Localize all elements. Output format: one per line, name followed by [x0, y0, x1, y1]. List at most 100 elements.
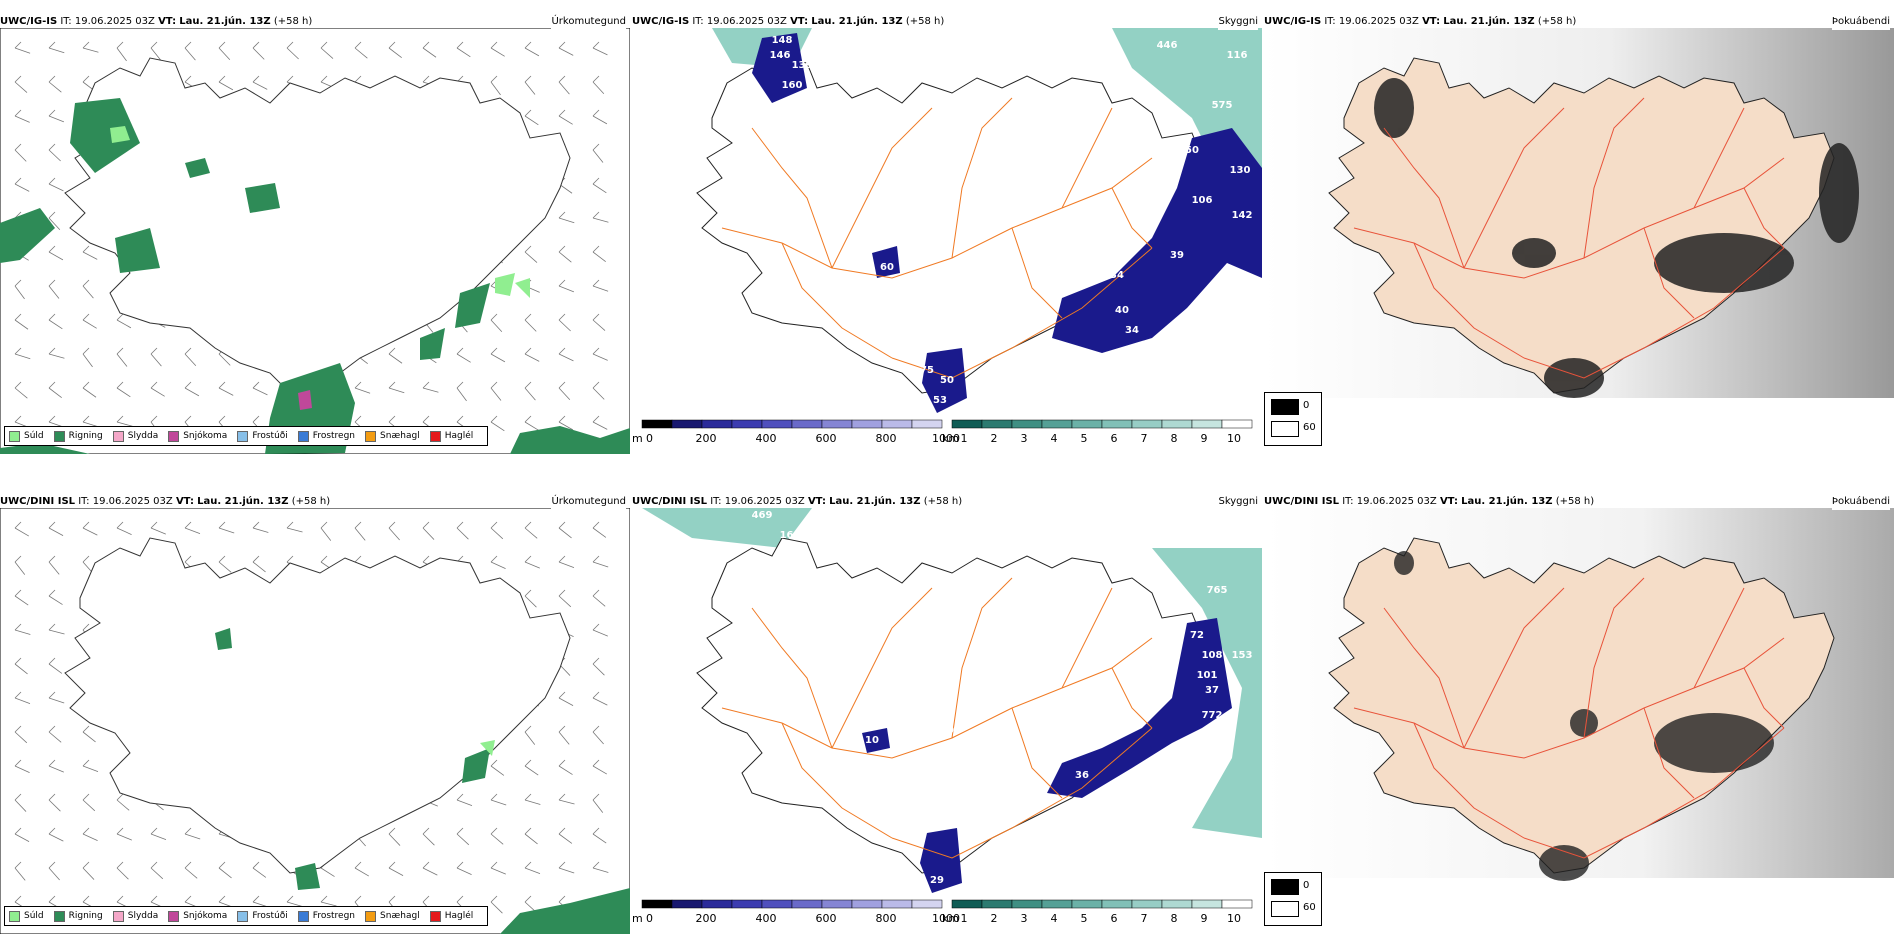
wind-barb-flag: [82, 313, 90, 321]
wind-barb: [490, 527, 504, 540]
road: [1413, 242, 1525, 359]
wind-barb-flag: [354, 861, 362, 869]
wind-barb-flag: [116, 521, 124, 529]
wind-barb: [592, 731, 604, 745]
wind-barb: [116, 353, 128, 367]
legend-swatch: [365, 910, 377, 922]
wind-barb-flag: [14, 381, 22, 389]
cloudbase-value-label: 50: [1185, 145, 1199, 156]
wind-barb: [14, 115, 30, 123]
panel-title: Skyggni: [1218, 14, 1258, 30]
wind-barb-flag: [524, 793, 532, 801]
wind-barb: [14, 765, 30, 773]
height-scale-swatch: [641, 419, 673, 429]
visibility-scale-swatch: [981, 899, 1013, 909]
wind-barb: [592, 799, 604, 813]
wind-barb: [82, 421, 99, 428]
legend-swatch: [168, 910, 180, 922]
wind-barb-flag: [524, 109, 532, 117]
height-scale-swatch: [671, 899, 703, 909]
wind-barb-flag: [48, 623, 56, 631]
wind-barb-flag: [184, 555, 192, 563]
height-scale-swatch: [851, 419, 883, 429]
wind-barb: [422, 47, 437, 58]
wind-barb-flag: [14, 691, 22, 699]
legend-item: Haglél: [429, 910, 473, 922]
wind-barb-flag: [252, 861, 260, 869]
wind-barb-flag: [490, 75, 498, 83]
wind-barb-flag: [558, 691, 566, 699]
wind-barb-flag: [558, 793, 566, 801]
colorbar-row2: m 0 200 400 600 800 1000 km 1 2 3 4 5 6 7 8 9 10: [632, 896, 1262, 928]
road: [1743, 667, 1785, 729]
wind-barb-flag: [82, 75, 90, 83]
wind-barb: [558, 527, 572, 539]
wind-barb-flag: [456, 41, 464, 49]
wind-barb-flag: [82, 895, 90, 903]
cloudbase-value-label: 116: [1227, 50, 1248, 61]
panel-header: UWC/IG-IS IT: 19.06.2025 03Z VT: Lau. 21…: [1264, 14, 1894, 30]
visibility-scale-tick: 8: [1171, 432, 1178, 445]
cloudbase-value-label: 39: [1170, 250, 1184, 261]
wind-barb: [82, 47, 99, 53]
panel-header: UWC/IG-IS IT: 19.06.2025 03Z VT: Lau. 21…: [632, 14, 1262, 30]
panel-header: UWC/IG-IS IT: 19.06.2025 03Z VT: Lau. 21…: [0, 14, 630, 30]
height-scale-swatch: [701, 419, 733, 429]
height-scale-tick: 200: [696, 432, 717, 445]
colorbar-row1: m 0 200 400 600 800 1000 km 1 2 3 4 5 6 7 8 9 10: [632, 416, 1262, 448]
road-network: [721, 577, 1153, 859]
wind-barb: [48, 319, 63, 330]
wind-barb-flag: [48, 827, 56, 835]
wind-barb: [82, 527, 98, 536]
visibility-scale-tick: 2: [991, 912, 998, 925]
wind-barb: [592, 149, 604, 163]
height-scale-swatch: [911, 419, 943, 429]
wind-barb: [48, 115, 65, 123]
wind-barb-flag: [116, 415, 124, 423]
wind-barb: [592, 217, 609, 223]
wind-barb-flag: [48, 347, 56, 355]
wind-barb-flag: [48, 211, 56, 219]
wind-barb: [490, 353, 506, 363]
iceland-outline: [64, 537, 571, 874]
visibility-scale-tick: 3: [1021, 912, 1028, 925]
visibility-scale-swatch: [981, 419, 1013, 429]
wind-barb-flag: [184, 41, 192, 49]
wind-barb: [558, 697, 574, 706]
visibility-scale-swatch: [1221, 899, 1253, 909]
wind-barb-flag: [116, 895, 124, 903]
height-scale-swatch: [791, 899, 823, 909]
wind-barb-flag: [320, 555, 328, 563]
visibility-scale-tick: 9: [1201, 912, 1208, 925]
road: [1111, 667, 1153, 729]
cloudbase-value-label: 67: [1095, 140, 1109, 151]
wind-barb-flag: [14, 41, 22, 49]
wind-barb-flag: [184, 861, 192, 869]
wind-barb-flag: [14, 177, 22, 185]
wind-barb-flag: [150, 895, 158, 903]
visibility-scale-tick: 10: [1227, 912, 1241, 925]
wind-barb: [14, 595, 29, 606]
wind-barb-flag: [150, 381, 158, 389]
wind-barb-flag: [48, 555, 56, 563]
wind-barb: [558, 421, 574, 431]
wind-barb: [388, 387, 405, 394]
visibility-scale-tick: 5: [1081, 912, 1088, 925]
visibility-scale-swatch: [951, 419, 983, 429]
road: [751, 127, 833, 269]
visibility-scale-swatch: [951, 899, 983, 909]
wind-barb: [354, 527, 366, 541]
legend-item: Slydda: [112, 910, 158, 922]
wind-barb-flag: [558, 347, 566, 355]
road: [1111, 187, 1153, 249]
wind-barb-flag: [558, 245, 566, 253]
wind-barb-flag: [422, 827, 430, 835]
road: [751, 607, 833, 749]
legend-item: Haglél: [429, 430, 473, 442]
wind-barb-flag: [48, 793, 56, 801]
visibility-panel-row2: UWC/DINI ISL IT: 19.06.2025 03Z VT: Lau.…: [632, 494, 1262, 934]
visibility-scale-tick: 10: [1227, 432, 1241, 445]
wind-barb: [592, 833, 607, 844]
cloudbase-value-label: 10: [865, 735, 879, 746]
